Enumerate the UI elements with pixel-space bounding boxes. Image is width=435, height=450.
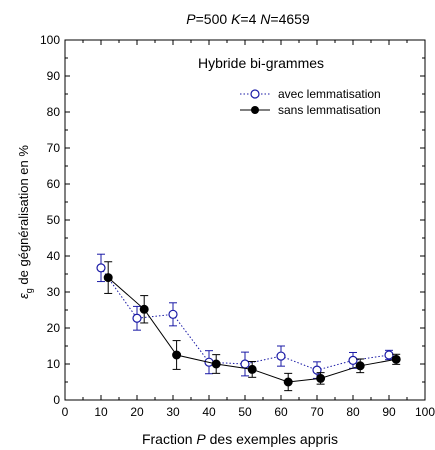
label-part: des exemples appris xyxy=(206,431,338,447)
label-part: N xyxy=(260,11,271,27)
x-tick-label: 70 xyxy=(310,405,324,419)
legend-marker xyxy=(251,106,259,114)
y-axis-label: εg de gégnéralisation en % xyxy=(16,145,34,299)
x-axis-label: Fraction P des exemples appris xyxy=(142,431,338,447)
y-tick-label: 40 xyxy=(47,249,61,263)
data-point xyxy=(103,273,113,283)
label-part: P xyxy=(196,431,206,447)
y-tick-label: 20 xyxy=(47,321,61,335)
data-point xyxy=(312,365,322,375)
x-tick-label: 100 xyxy=(415,405,435,419)
x-tick-label: 80 xyxy=(346,405,360,419)
data-point xyxy=(240,359,250,369)
series-0 xyxy=(96,253,394,379)
ylabel-text: de gégnéralisation en % xyxy=(16,145,31,289)
y-tick-label: 0 xyxy=(53,393,60,407)
series-layer xyxy=(96,253,401,392)
x-tick-label: 60 xyxy=(274,405,288,419)
x-tick-label: 20 xyxy=(130,405,144,419)
data-point xyxy=(391,354,401,364)
label-part: P xyxy=(186,11,196,27)
legend: avec lemmatisation sans lemmatisation xyxy=(240,87,381,117)
x-tick-label: 90 xyxy=(382,405,396,419)
data-point xyxy=(139,304,149,314)
data-point xyxy=(132,313,142,323)
x-tick-label: 30 xyxy=(166,405,180,419)
x-tick-label: 40 xyxy=(202,405,216,419)
label-part: =500 xyxy=(196,11,231,27)
label-part: =4659 xyxy=(270,11,310,27)
x-tick-label: 50 xyxy=(238,405,252,419)
label-part: Fraction xyxy=(142,431,196,447)
y-tick-label: 30 xyxy=(47,285,61,299)
series-1 xyxy=(103,261,401,392)
legend-marker xyxy=(250,89,260,99)
y-tick-label: 70 xyxy=(47,141,61,155)
data-point xyxy=(384,350,394,360)
data-point xyxy=(96,263,106,273)
y-tick-label: 80 xyxy=(47,105,61,119)
y-tick-label: 100 xyxy=(40,33,60,47)
label-part: K xyxy=(231,11,241,27)
legend-label: avec lemmatisation xyxy=(278,87,381,101)
ylabel-subscript: g xyxy=(24,288,34,293)
data-point xyxy=(348,355,358,365)
y-axis: 0 10 20 30 40 50 60 70 80 90 100 xyxy=(40,33,425,407)
data-point xyxy=(168,309,178,319)
data-point xyxy=(355,361,365,371)
data-point xyxy=(247,364,257,374)
y-tick-label: 50 xyxy=(47,213,61,227)
label-part: =4 xyxy=(240,11,260,27)
y-tick-label: 60 xyxy=(47,177,61,191)
data-point xyxy=(211,359,221,369)
data-point xyxy=(316,373,326,383)
chart-title: P=500 K=4 N=4659 xyxy=(186,11,310,27)
x-tick-label: 0 xyxy=(62,405,69,419)
data-point xyxy=(172,350,182,360)
legend-label: sans lemmatisation xyxy=(278,103,381,117)
data-point xyxy=(276,351,286,361)
y-tick-label: 90 xyxy=(47,69,61,83)
x-axis: 0 10 20 30 40 50 60 70 80 90 100 xyxy=(62,40,435,419)
data-point xyxy=(283,377,293,387)
y-tick-label: 10 xyxy=(47,357,61,371)
series-line xyxy=(100,267,390,371)
x-tick-label: 10 xyxy=(94,405,108,419)
ylabel-symbol: ε xyxy=(16,293,31,299)
annotation-text: Hybride bi-grammes xyxy=(198,55,324,71)
